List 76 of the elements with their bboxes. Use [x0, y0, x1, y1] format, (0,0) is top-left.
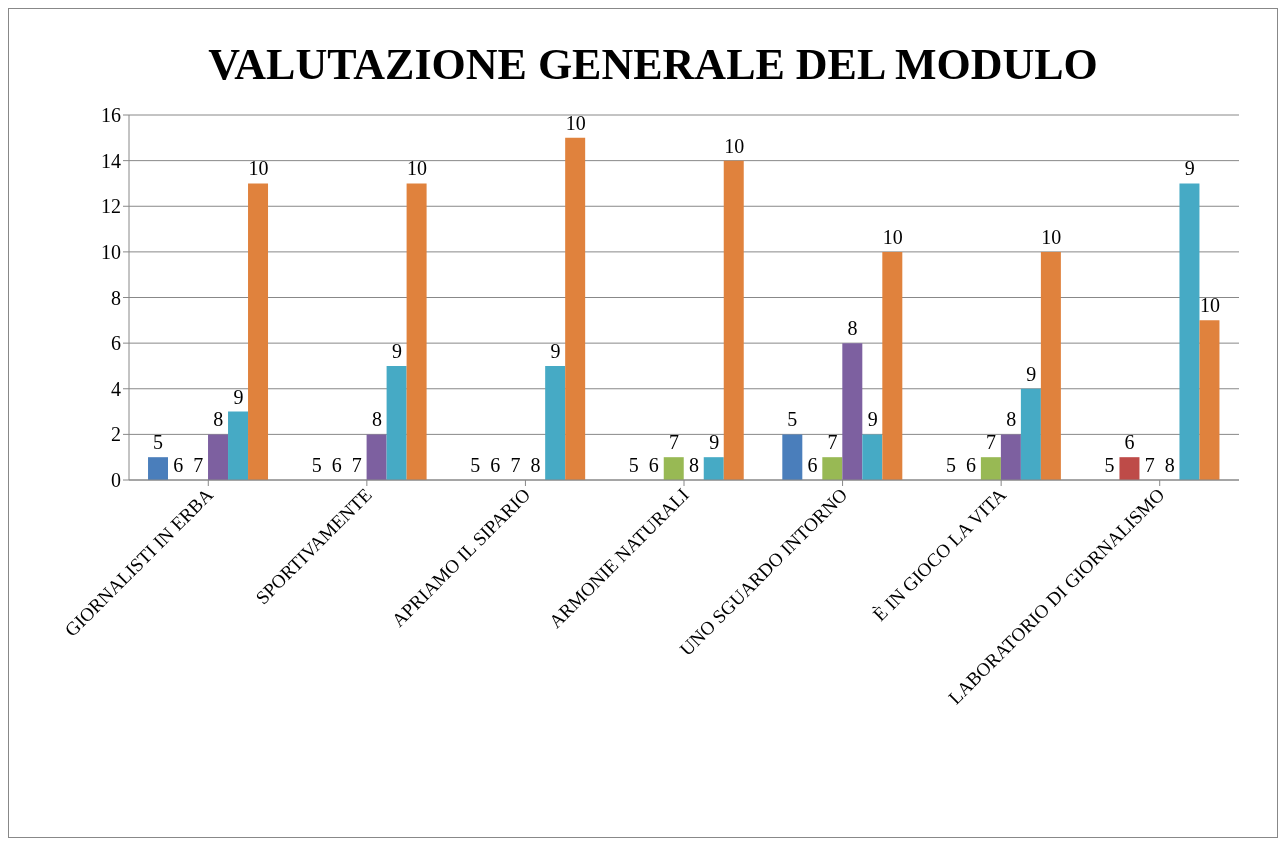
bar [148, 457, 169, 480]
bar [386, 365, 407, 480]
text: 5 [311, 454, 322, 476]
text: 9 [391, 339, 402, 362]
text: 6 [807, 454, 818, 476]
bar [1179, 183, 1200, 480]
bar [1020, 388, 1041, 480]
bar [366, 434, 387, 480]
text: 8 [689, 454, 700, 476]
text: 5 [945, 454, 956, 476]
bar [208, 434, 229, 480]
y-tick-label: 0 [111, 469, 121, 492]
bar [1000, 434, 1021, 480]
y-tick-label: 6 [111, 332, 121, 355]
bar [1199, 320, 1220, 480]
bar [663, 457, 684, 480]
text: 9 [550, 339, 561, 362]
bar [882, 251, 903, 480]
series-label: 10 [248, 157, 269, 180]
bar [1040, 251, 1061, 480]
y-tick-label: 12 [101, 195, 121, 218]
text: 7 [351, 454, 362, 476]
series-label: 9 [233, 385, 244, 408]
text: 7 [1144, 454, 1155, 476]
chart-title: VALUTAZIONE GENERALE DEL MODULO [207, 39, 1099, 90]
text: 6 [331, 454, 342, 476]
bar [248, 183, 269, 480]
series-label: 7 [668, 431, 679, 454]
bar [703, 457, 724, 480]
text: 10 [1041, 225, 1062, 248]
text: 7 [193, 454, 204, 476]
bar [545, 365, 566, 480]
text: 6 [966, 454, 977, 476]
text: 6 [490, 454, 501, 476]
text: 9 [867, 408, 878, 431]
series-label: 6 [1124, 431, 1135, 454]
text: 9 [1184, 157, 1195, 180]
bar [862, 434, 883, 480]
text: 10 [565, 111, 586, 134]
text: 6 [173, 454, 184, 476]
text: 7 [510, 454, 521, 476]
y-tick-label: 8 [111, 286, 121, 309]
text: 8 [530, 454, 541, 476]
text: 5 [470, 454, 481, 476]
bar [228, 411, 249, 480]
text: 10 [1199, 294, 1220, 317]
bar [822, 457, 843, 480]
bar [980, 457, 1001, 480]
bar [565, 137, 586, 480]
y-tick-label: 2 [111, 423, 121, 446]
text: 5 [1104, 454, 1115, 476]
y-tick-label: 14 [101, 149, 121, 172]
series-label: 5 [153, 431, 164, 454]
text: 8 [1006, 408, 1017, 431]
text: 8 [1164, 454, 1175, 476]
bar [782, 434, 803, 480]
text: 7 [986, 431, 997, 454]
y-tick-label: 16 [101, 104, 121, 127]
text: 5 [787, 408, 798, 431]
text: 8 [847, 317, 858, 340]
bar [1119, 457, 1140, 480]
text: 8 [371, 408, 382, 431]
text: 9 [709, 431, 720, 454]
text: 7 [827, 431, 838, 454]
bar [842, 343, 863, 480]
text: 10 [407, 157, 428, 180]
bar [723, 160, 744, 480]
y-tick-label: 4 [111, 377, 121, 400]
text: 6 [648, 454, 659, 476]
text: 10 [724, 134, 745, 157]
text: 5 [628, 454, 639, 476]
bar [406, 183, 427, 480]
y-tick-label: 10 [101, 240, 121, 263]
text: 9 [1026, 362, 1037, 385]
series-label: 8 [213, 408, 224, 431]
text: 10 [882, 225, 903, 248]
